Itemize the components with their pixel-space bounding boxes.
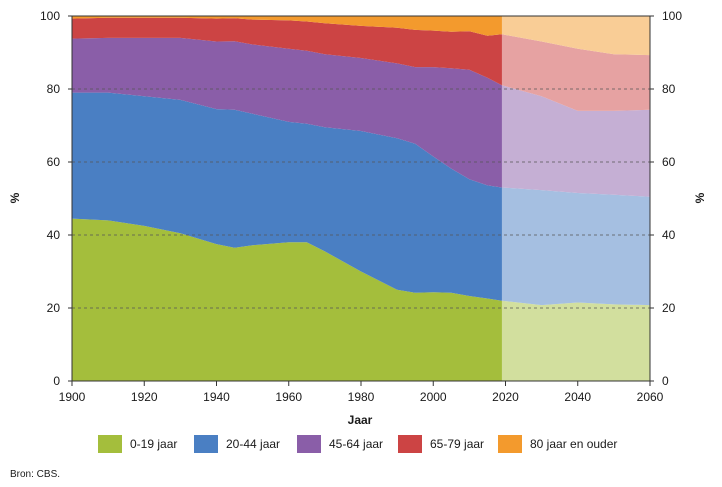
y-axis-ticks: 0 0 20 20 40 40 60 60 80 80 100 100 [40,9,682,388]
legend-swatch-80-plus [498,435,522,453]
y-tick-label-left-80: 80 [47,82,61,96]
legend: 0-19 jaar 20-44 jaar 45-64 jaar 65-79 ja… [0,432,722,456]
x-tick-label-2060: 2060 [637,390,664,404]
legend-label-45-64: 45-64 jaar [329,437,384,451]
y-tick-label-right-100: 100 [662,9,682,23]
y-axis-title-right: % [693,192,707,203]
x-tick-label-2000: 2000 [420,390,447,404]
gridlines [72,88,650,309]
legend-item-65-79: 65-79 jaar [398,432,484,456]
population-area-chart: 1900 1920 1940 1960 1980 2000 2020 2040 2060 0 02… [8,9,707,427]
legend-label-80-plus: 80 jaar en ouder [530,437,618,451]
y-tick-label-left-0: 0 [53,374,60,388]
legend-swatch-20-44 [194,435,218,453]
y-tick-label-right-60: 60 [662,155,676,169]
x-tick-label-2040: 2040 [564,390,591,404]
source-note: Bron: CBS. [10,469,61,480]
x-tick-label-1960: 1960 [275,390,302,404]
legend-item-80-plus: 80 jaar en ouder [498,432,617,456]
x-tick-label-1920: 1920 [131,390,158,404]
y-tick-label-left-40: 40 [47,228,61,242]
x-tick-label-1900: 1900 [59,390,86,404]
y-tick-label-left-20: 20 [47,301,61,315]
y-tick-label-left-100: 100 [40,9,60,23]
forecast-overlay [501,16,650,381]
x-tick-label-1940: 1940 [203,390,230,404]
y-tick-label-left-60: 60 [47,155,61,169]
legend-label-0-19: 0-19 jaar [130,437,178,451]
y-tick-label-right-40: 40 [662,228,676,242]
legend-swatch-0-19 [98,435,122,453]
x-axis-title: Jaar [348,413,373,427]
legend-item-0-19: 0-19 jaar [98,432,177,456]
x-tick-label-1980: 1980 [348,390,375,404]
legend-item-45-64: 45-64 jaar [297,432,383,456]
legend-swatch-65-79 [398,435,422,453]
legend-item-20-44: 20-44 jaar [194,432,280,456]
y-tick-label-right-80: 80 [662,82,676,96]
x-axis-ticks: 1900 1920 1940 1960 1980 2000 2020 2040 2060 [59,381,664,404]
y-axis-title-left: % [8,192,22,203]
legend-label-20-44: 20-44 jaar [226,437,281,451]
y-tick-label-right-0: 0 [662,374,669,388]
legend-swatch-45-64 [297,435,321,453]
y-tick-label-right-20: 20 [662,301,676,315]
x-tick-label-2020: 2020 [492,390,519,404]
legend-label-65-79: 65-79 jaar [430,437,485,451]
